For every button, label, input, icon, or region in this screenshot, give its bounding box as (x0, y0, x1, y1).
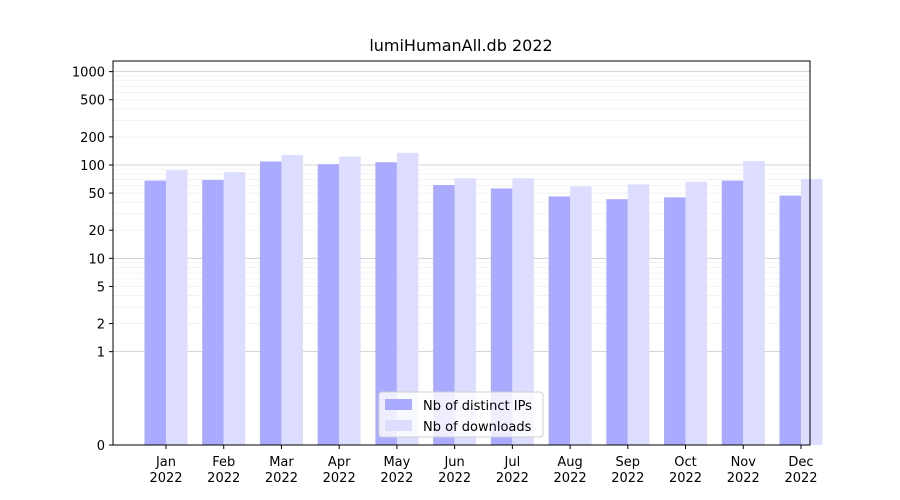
bar-downloads (166, 170, 188, 445)
legend-swatch (385, 420, 412, 431)
bar-downloads (454, 178, 477, 445)
y-tick-label: 0 (97, 439, 105, 454)
bar-downloads (627, 184, 650, 445)
bar-distinct-ips (144, 180, 166, 445)
x-tick-label: Jun 2022 (438, 455, 471, 486)
bar-distinct-ips (548, 196, 571, 445)
x-tick-label: Nov 2022 (727, 455, 760, 486)
bar-downloads (281, 154, 303, 445)
legend-label: Nb of downloads (423, 420, 532, 435)
bar-distinct-ips (433, 185, 455, 445)
y-tick-label: 50 (88, 187, 105, 202)
x-tick-label: May 2022 (380, 455, 413, 486)
bar-distinct-ips (606, 199, 628, 445)
bar-distinct-ips (317, 164, 340, 445)
y-axis: 0 1 2 5 10 20 50 100 200 500 1000 (72, 66, 113, 454)
x-tick-label: Feb 2022 (207, 455, 240, 486)
legend: Nb of distinct IPs Nb of downloads (378, 391, 544, 438)
x-tick-label: Mar 2022 (265, 455, 298, 486)
bar-distinct-ips (721, 180, 744, 445)
bar-downloads (570, 186, 592, 445)
x-tick-label: Sep 2022 (611, 455, 644, 486)
y-tick-label: 2 (97, 318, 105, 333)
bar-downloads (801, 178, 823, 445)
y-tick-label: 100 (80, 159, 105, 174)
bar-downloads (339, 156, 361, 446)
x-tick-label: Dec 2022 (784, 455, 817, 486)
bar-downloads (512, 178, 534, 445)
bar-downloads (223, 172, 246, 445)
x-tick-label: Aug 2022 (554, 455, 587, 486)
x-tick-label: Oct 2022 (669, 455, 702, 486)
legend-label: Nb of distinct IPs (423, 399, 532, 414)
y-tick-label: 500 (80, 94, 105, 109)
x-tick-label: Jul 2022 (496, 455, 529, 486)
y-tick-label: 10 (88, 252, 105, 267)
bar-distinct-ips (259, 161, 282, 445)
bar-distinct-ips (779, 195, 801, 445)
y-tick-label: 5 (97, 280, 105, 295)
bar-downloads (685, 181, 708, 445)
y-tick-label: 1 (97, 346, 105, 361)
bars (144, 152, 823, 446)
x-tick-label: Apr 2022 (323, 455, 356, 486)
bar-distinct-ips (490, 188, 513, 445)
legend-box (378, 391, 544, 438)
chart-title: lumiHumanAll.db 2022 (369, 36, 552, 55)
bar-distinct-ips (664, 197, 686, 445)
bar-downloads (743, 161, 765, 446)
bar-downloads (396, 152, 419, 445)
x-axis: Jan 2022 Feb 2022 Mar 2022 Apr 2022 May 2022 Jun 20… (149, 445, 818, 486)
x-tick-label: Jan 2022 (149, 455, 182, 486)
bar-distinct-ips (202, 180, 224, 445)
legend-swatch (385, 399, 412, 410)
y-tick-label: 20 (88, 224, 105, 239)
plot-frame (112, 60, 811, 446)
bar-distinct-ips (375, 162, 397, 445)
y-tick-label: 1000 (72, 66, 105, 81)
y-tick-label: 200 (80, 131, 105, 146)
